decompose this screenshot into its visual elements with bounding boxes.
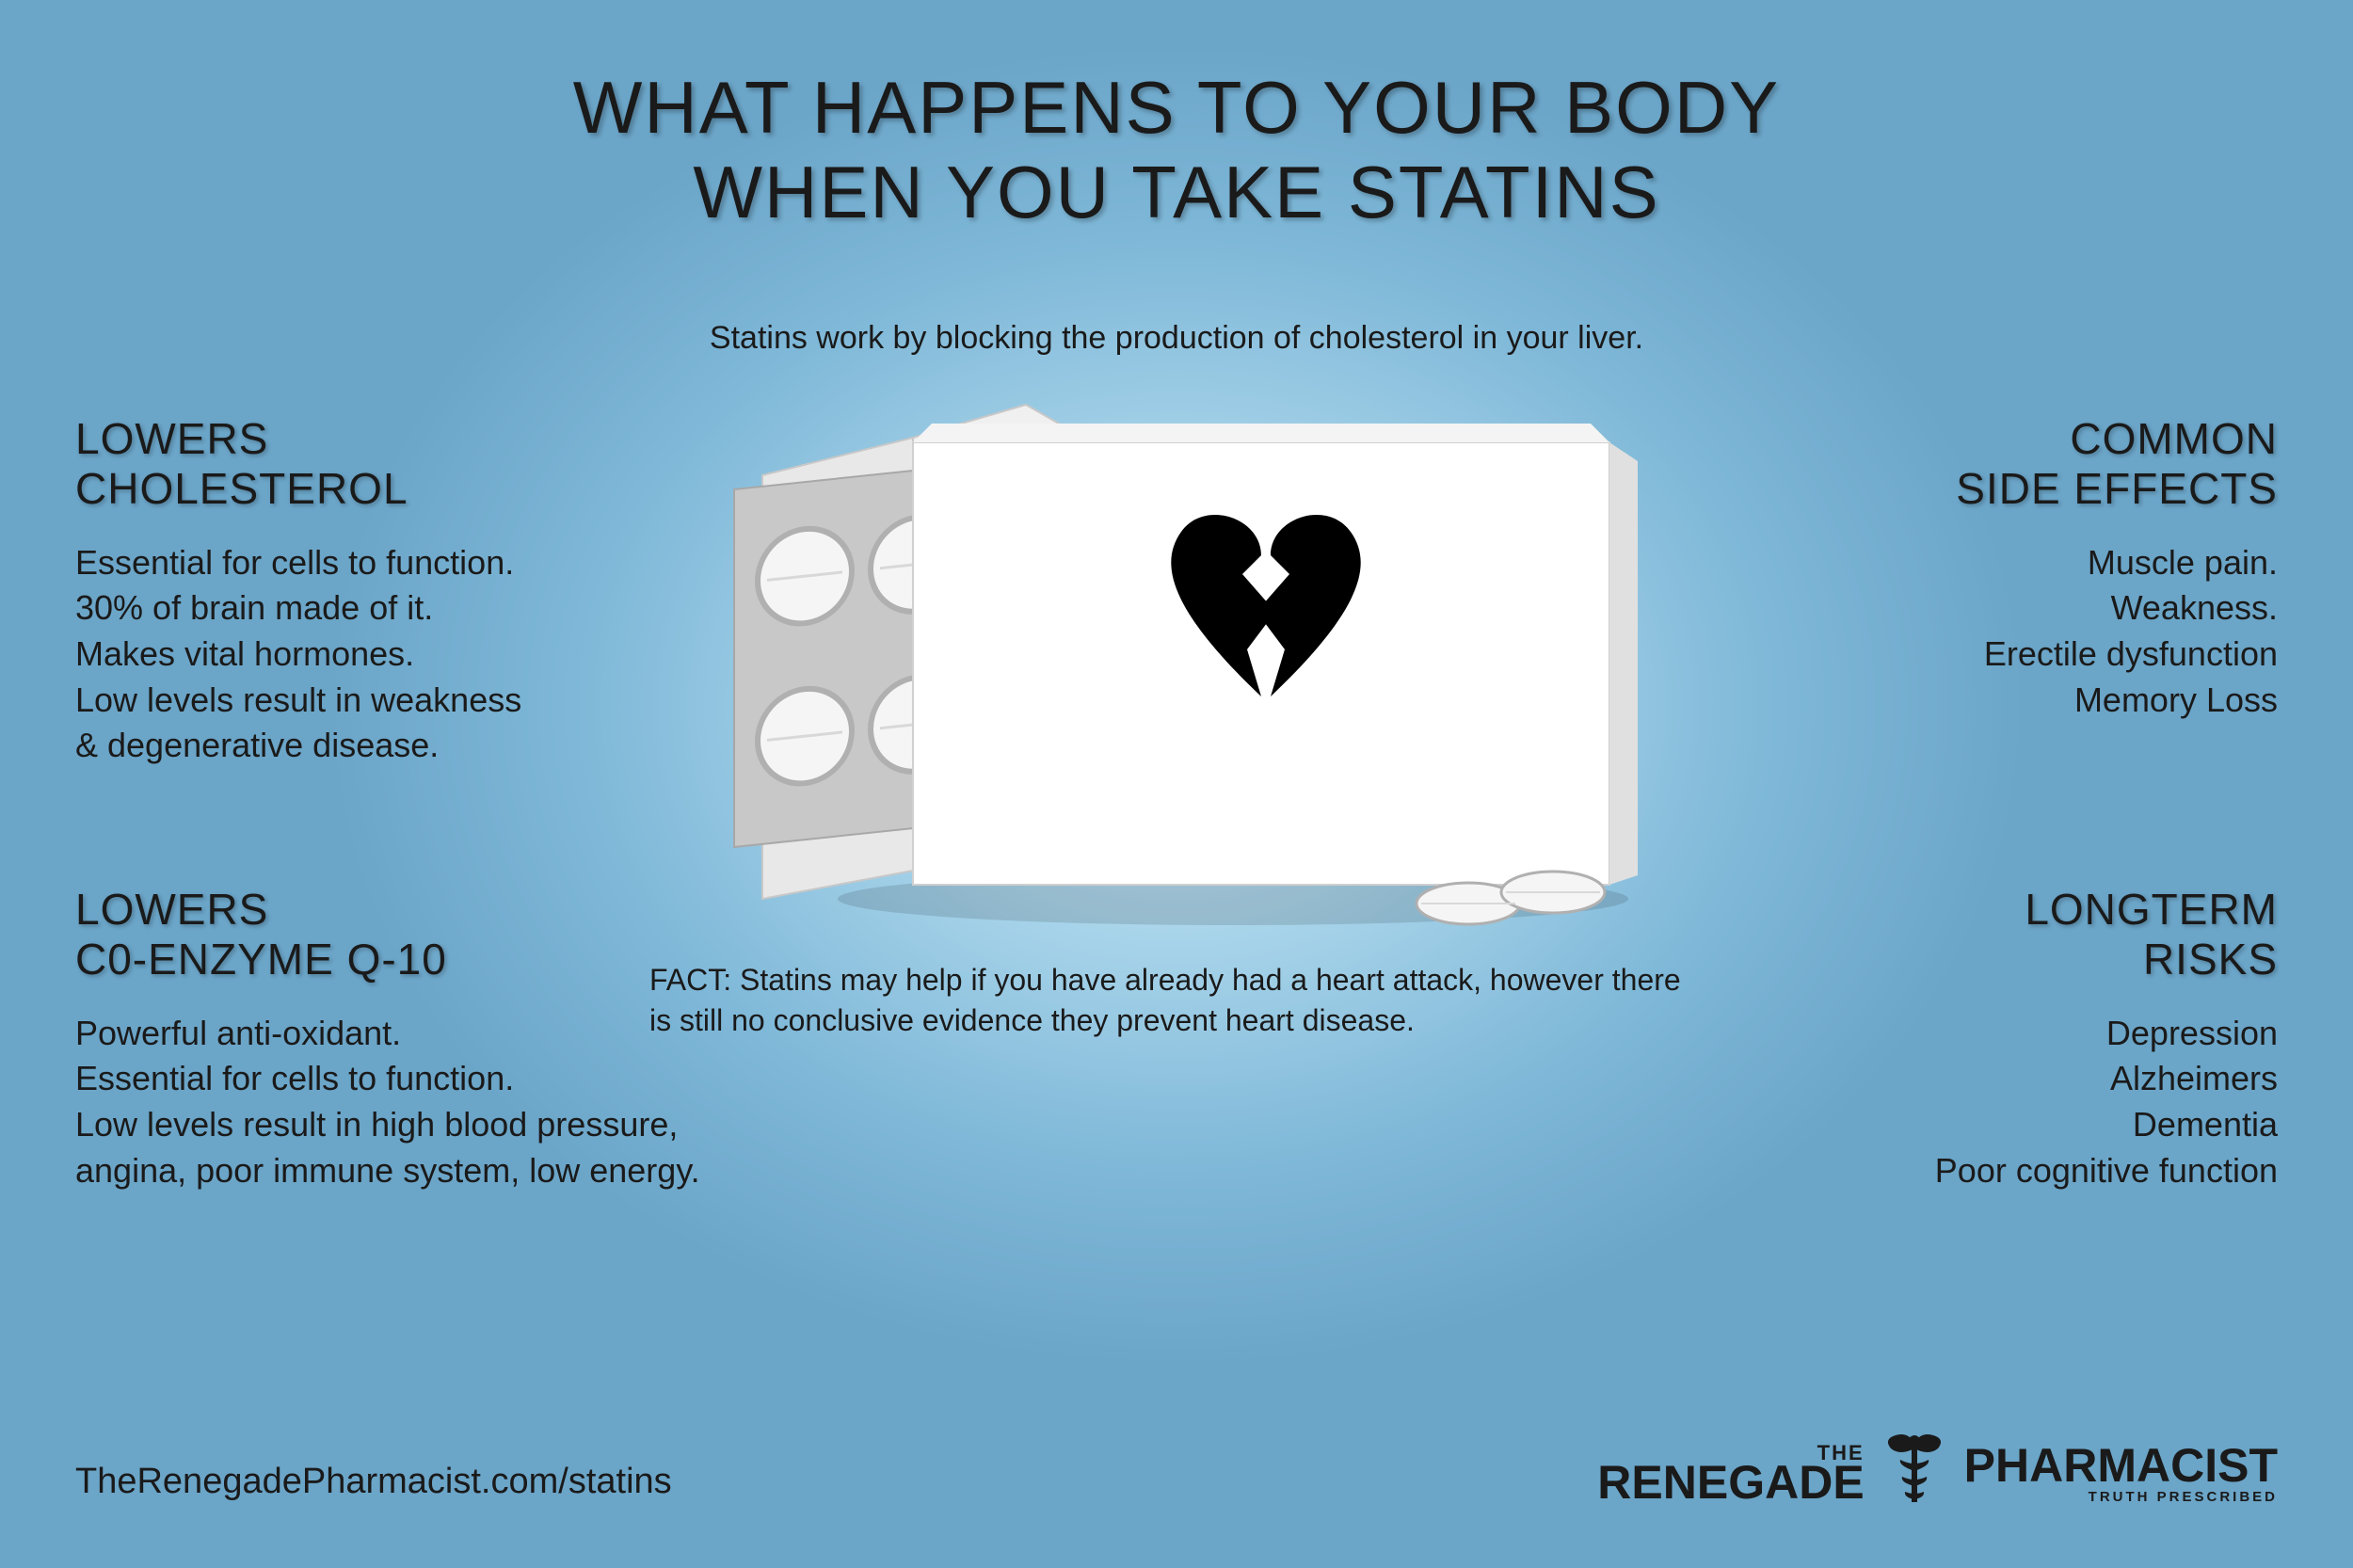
title-line-2: WHEN YOU TAKE STATINS (693, 151, 1659, 233)
section-body: Essential for cells to function. 30% of … (75, 540, 678, 769)
fact-text: Statins may help if you have already had… (649, 963, 1681, 1037)
logo-tagline: TRUTH PRESCRIBED (1964, 1491, 2278, 1504)
caduceus-icon (1881, 1432, 1947, 1516)
pill-box-illustration (649, 376, 1685, 941)
fact-label: FACT: (649, 963, 731, 997)
section-common-side-effects: COMMON SIDE EFFECTS Muscle pain. Weaknes… (1788, 414, 2278, 723)
fact-callout: FACT: Statins may help if you have alrea… (649, 960, 1704, 1041)
section-heading: COMMON SIDE EFFECTS (1788, 414, 2278, 514)
section-lowers-cholesterol: LOWERS CHOLESTEROL Essential for cells t… (75, 414, 678, 769)
main-title: WHAT HAPPENS TO YOUR BODY WHEN YOU TAKE … (0, 66, 2353, 234)
renegade-pharmacist-logo: THE RENEGADE PHARMACIST TRUTH PRESCRIBED (1597, 1432, 2278, 1516)
title-line-1: WHAT HAPPENS TO YOUR BODY (573, 66, 1780, 149)
section-longterm-risks: LONGTERM RISKS Depression Alzheimers Dem… (1788, 885, 2278, 1193)
subtitle: Statins work by blocking the production … (0, 320, 2353, 357)
source-url: TheRenegadePharmacist.com/statins (75, 1462, 672, 1502)
section-heading: LONGTERM RISKS (1788, 885, 2278, 984)
logo-renegade: RENEGADE (1597, 1456, 1864, 1509)
section-body: Depression Alzheimers Dementia Poor cogn… (1788, 1011, 2278, 1193)
logo-pharmacist: PHARMACIST (1964, 1439, 2278, 1492)
section-heading: LOWERS CHOLESTEROL (75, 414, 678, 514)
section-body: Muscle pain. Weakness. Erectile dysfunct… (1788, 540, 2278, 723)
